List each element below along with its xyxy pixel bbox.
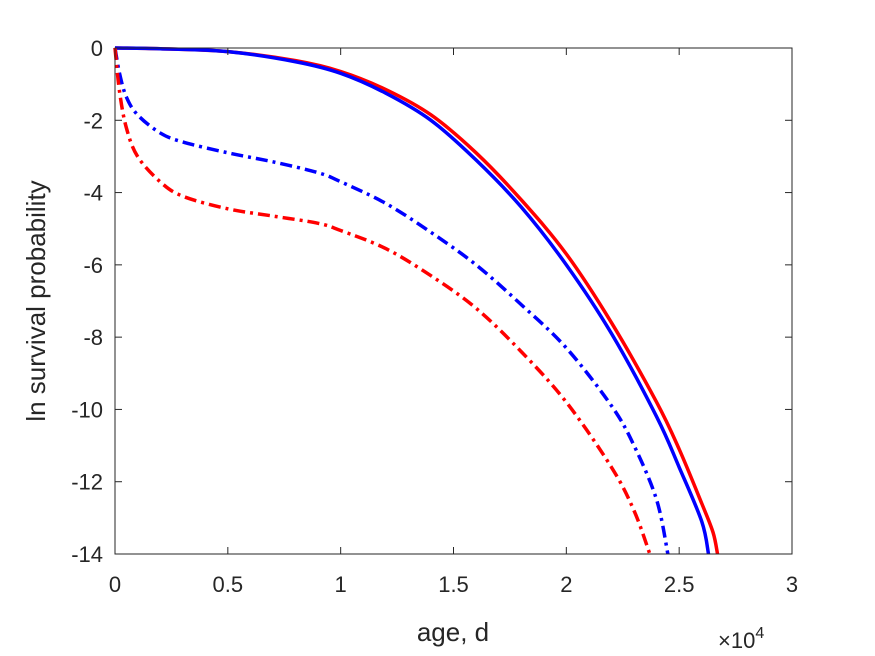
x-exponent-label: ×104 <box>718 625 764 653</box>
series-layer <box>113 46 720 555</box>
x-tick-label: 3 <box>786 572 798 597</box>
x-exponent-base: ×10 <box>718 628 755 653</box>
x-tick-label: 1 <box>335 572 347 597</box>
y-ticks: 0 -2 -4 -6 -8 -10 -12 -14 <box>71 36 792 567</box>
y-axis-label: ln survival probability <box>21 180 51 421</box>
y-tick-label: -14 <box>71 542 103 567</box>
x-ticks: 0 0.5 1 1.5 2 2.5 3 <box>109 48 798 597</box>
series-line-2 <box>114 46 711 555</box>
series-line-4 <box>113 47 652 555</box>
y-tick-label: -10 <box>71 397 103 422</box>
x-exponent-power: 4 <box>755 625 764 642</box>
series-line-3 <box>113 47 670 555</box>
y-tick-label: -4 <box>83 181 103 206</box>
y-tick-label: 0 <box>91 36 103 61</box>
y-tick-label: -6 <box>83 253 103 278</box>
x-axis-label: age, d <box>417 617 489 647</box>
x-tick-label: 2.5 <box>664 572 695 597</box>
x-tick-label: 1.5 <box>438 572 469 597</box>
y-tick-label: -2 <box>83 108 103 133</box>
x-tick-label: 2 <box>560 572 572 597</box>
y-tick-label: -12 <box>71 470 103 495</box>
x-tick-label: 0.5 <box>213 572 244 597</box>
x-tick-label: 0 <box>109 572 121 597</box>
y-tick-label: -8 <box>83 325 103 350</box>
